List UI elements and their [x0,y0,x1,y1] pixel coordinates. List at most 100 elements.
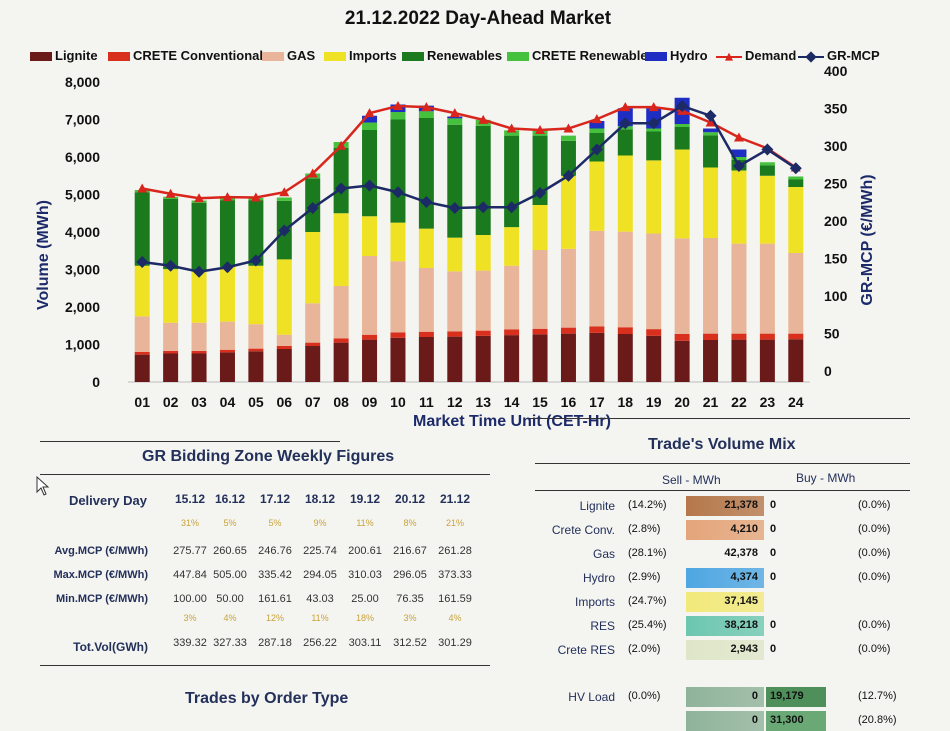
bar-imports [617,155,633,232]
point-gr-mcp [619,117,632,130]
volume-change: 3% [403,613,417,623]
bar-renewables [504,135,520,228]
bar-gas [447,271,463,332]
label-max-mcp: Max.MCP (€/MWh) [53,569,148,581]
avg-change-top: 11% [356,518,374,528]
bar-crete-conventional [646,329,662,336]
point-demand [591,114,602,124]
bar-imports [703,167,719,238]
bar-lignite [532,334,548,382]
bar-hydro [589,121,605,129]
bar-crete-conventional [305,342,321,346]
bar-lignite [163,353,179,382]
mix-buy-percent: (0.0%) [858,619,891,631]
bar-imports [362,216,378,256]
point-gr-mcp [306,202,319,214]
mix-row-label: RES [590,619,615,633]
bar-crete-renewables [163,196,179,199]
mix-buy-value: 31,300 [770,714,804,726]
y2-tick-label: 200 [824,213,848,229]
bar-crete-conventional [504,329,520,336]
x-tick-label: 15 [532,394,548,410]
mix-sell-box: 4,374 [686,568,764,588]
volume-change: 4% [223,613,237,623]
mix-sell-box: 38,218 [686,616,764,636]
x-tick-label: 17 [589,394,605,410]
mix-buy-value: 0 [770,643,777,655]
mix-buy-percent: (12.7%) [858,690,897,702]
bar-crete-renewables [418,111,434,118]
bar-imports [191,270,207,323]
bar-crete-conventional [276,346,292,349]
mix-sell-percent: (28.1%) [628,547,667,559]
bar-lignite [617,334,633,382]
point-demand [563,123,574,133]
point-demand [392,101,403,110]
point-gr-mcp [164,259,177,272]
avg-mcp-value: 246.76 [258,545,292,557]
bar-gas [617,231,633,328]
bar-imports [333,213,349,286]
bar-lignite [447,336,463,382]
point-gr-mcp [505,201,518,214]
bar-imports [759,175,775,244]
legend-imports: Imports [324,48,397,63]
mix-buy-percent: (0.0%) [858,571,891,583]
point-gr-mcp [590,143,603,156]
bar-lignite [134,354,150,382]
y-tick-label: 7,000 [65,112,100,128]
max-mcp-value: 335.42 [258,569,292,581]
mix-sell-percent: (2.8%) [628,523,661,535]
bar-lignite [390,337,406,382]
point-gr-mcp [193,265,206,278]
point-demand [648,102,659,112]
bar-crete-renewables [390,112,406,120]
point-demand [421,102,432,112]
x-axis-label: Market Time Unit (CET-Hr) [413,413,611,430]
mix-buy-percent: (20.8%) [858,714,897,726]
weekly-title-rule [40,474,490,475]
label-min-mcp: Min.MCP (€/MWh) [55,593,148,605]
bar-crete-conventional [219,349,235,353]
bar-crete-renewables [589,128,605,133]
mix-sell-box: 42,378 [686,544,764,564]
mix-sell-value: 38,218 [724,619,758,631]
x-tick-label: 14 [504,394,520,410]
bar-renewables [390,119,406,223]
point-demand [250,192,261,202]
avg-change-top: 8% [403,518,417,528]
bar-crete-renewables [560,135,576,141]
total-volume-value: 256.22 [303,637,337,649]
bar-lignite [759,339,775,382]
bar-renewables [646,131,662,161]
bar-crete-conventional [731,333,747,340]
label-avg-mcp: Avg.MCP (€/MWh) [54,545,149,557]
bar-imports [560,175,576,249]
weekly-bottom-rule [40,665,490,666]
avg-change-top: 5% [223,518,237,528]
bar-gas [163,322,179,351]
line-demand [141,104,797,200]
mix-sell-box: 2,943 [686,640,764,660]
min-mcp-value: 50.00 [216,593,244,605]
avg-mcp-value: 200.61 [348,545,382,557]
mix-sell-value: 37,145 [724,595,758,607]
x-tick-label: 05 [248,394,264,410]
mix-sell-value: 4,210 [730,523,758,535]
bar-renewables [191,202,207,271]
min-mcp-value: 25.00 [351,593,379,605]
min-mcp-value: 100.00 [173,593,207,605]
label-total-volume: Tot.Vol(GWh) [73,640,148,654]
delivery-day: 21.12 [439,492,471,506]
bar-crete-conventional [475,330,491,336]
x-tick-label: 03 [191,394,207,410]
bar-renewables [362,130,378,217]
mix-buy-percent: (0.0%) [858,499,891,511]
x-tick-label: 01 [134,394,150,410]
bar-renewables [703,135,719,168]
point-demand [535,125,546,134]
delivery-day: 19.12 [349,492,381,506]
bar-lignite [674,340,690,382]
bar-imports [134,265,150,317]
bar-lignite [418,337,434,382]
